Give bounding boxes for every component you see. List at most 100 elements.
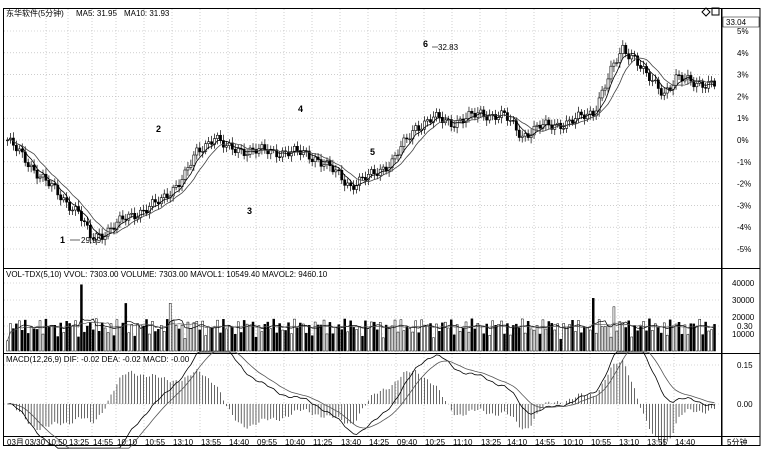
volume-bar [432,337,435,352]
candle-body [162,193,166,198]
candle-body [195,147,199,156]
volume-bar [426,325,429,352]
time-axis-label: 14:55 [535,438,556,447]
volume-bar [518,327,521,352]
candle-body [449,119,453,127]
volume-bar [532,329,536,352]
candle-body [399,146,403,156]
volume-bar [361,335,364,352]
candle-body [609,65,613,80]
macd-axis: 0.30 0.15 0.00 [737,322,753,409]
candle-body [343,179,347,186]
volume-bar [523,332,527,352]
volume-bar [485,323,488,352]
candle-body [151,199,154,207]
candle-body [94,233,98,240]
volume-bar [568,324,571,352]
dea-line [7,351,715,449]
time-axis-label: 13:40 [341,438,362,447]
window-controls[interactable] [701,7,720,17]
candle-body [245,154,249,156]
volume-bar [405,326,409,352]
candle-body [174,184,178,188]
period-label[interactable]: 5分钟 [727,437,747,447]
square-icon[interactable] [711,7,720,16]
time-axis-label: 11:25 [313,438,333,447]
volume-bar [494,325,497,352]
volume-bar [174,325,178,352]
volume-bar [106,332,110,352]
volume-bar [390,325,394,352]
candle-body [278,156,282,158]
volume-bar [213,327,216,352]
volume-bar [512,325,515,352]
volume-bar [198,329,202,352]
candle-body [364,177,367,181]
volume-bar [269,328,273,352]
volume-bar [692,323,696,352]
diamond-icon[interactable] [701,7,711,17]
candle-body [118,215,122,223]
volume-bar [550,323,554,352]
volume-bar [41,333,45,352]
candle-body [29,164,33,168]
volume-bar [38,320,42,352]
volume-bar [529,328,533,352]
volume-bar [654,323,657,352]
volume-bar [284,330,287,352]
candle-body [417,125,421,131]
candle-body [358,176,361,186]
candle-body [115,221,119,230]
candle-body [639,65,642,69]
mavol10-line [7,321,715,341]
volume-bar [245,323,249,352]
volume-bar [168,303,172,352]
candle-body [591,110,595,117]
candle-body [452,126,456,128]
candle-body [156,201,160,205]
moving-average-lines [7,52,715,238]
candle-body [352,185,356,190]
volume-bar [165,319,169,352]
volume-bar [633,325,636,352]
volume-bar [133,335,136,352]
volume-bar [180,324,184,352]
candle-body [325,160,329,166]
volume-bar [503,333,506,352]
time-axis-label: 10:50 [47,438,68,447]
volume-bar [449,319,453,352]
volume-bar [402,330,406,352]
candle-body [384,166,388,172]
volume-bar [192,322,196,352]
candle-body [62,197,66,201]
volume-bar [127,332,131,352]
candle-body [597,97,601,112]
volume-bar [660,332,663,352]
volume-bar [177,328,181,352]
volume-bar [281,329,284,352]
volume-bar [302,323,305,352]
candle-body [408,138,412,141]
candle-body [307,150,311,160]
time-axis-label: 14:40 [675,438,696,447]
volume-bar [310,335,314,352]
volume-bar [313,321,317,352]
volume-bar [367,328,370,352]
volume-bar [704,321,707,352]
candle-body [704,87,708,89]
time-axis-label: 10:55 [145,438,166,447]
candle-body [455,120,459,128]
volume-bar [562,323,565,352]
volume-bar [275,332,278,352]
low-price-label: 29.99 [81,236,102,245]
volume-bar [387,327,391,352]
volume-bar [476,322,480,352]
time-axis-label: 13:55 [201,438,222,447]
candle-body [74,206,77,211]
volume-bar [627,320,630,352]
candle-body [577,111,580,119]
volume-bar [207,326,210,352]
volume-bar [597,319,601,352]
time-axis-label: 14:40 [229,438,250,447]
